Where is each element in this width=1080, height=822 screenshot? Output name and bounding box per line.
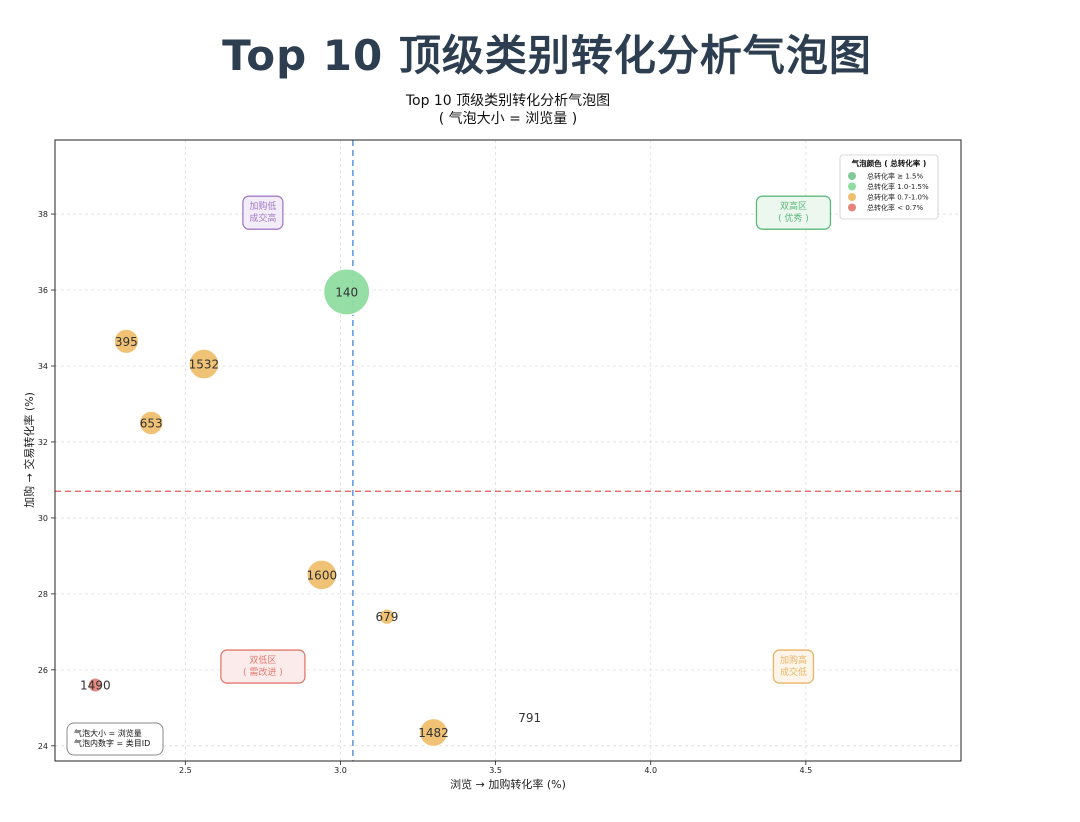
note-line: 气泡大小 = 浏览量 xyxy=(74,728,142,738)
x-tick-label: 2.5 xyxy=(179,766,192,775)
quadrant-label: 加购低 xyxy=(249,200,276,212)
legend-marker xyxy=(848,193,856,201)
y-tick-label: 28 xyxy=(38,590,48,599)
note-frame xyxy=(66,722,164,756)
bubble xyxy=(306,559,338,591)
quadrant-label: 双低区 xyxy=(249,654,276,666)
bubble-label: 791 xyxy=(518,711,541,725)
bubble-label: 653 xyxy=(140,416,163,430)
quadrant-label: 成交高 xyxy=(249,212,276,224)
quadrant-label: 双高区 xyxy=(780,200,807,212)
y-tick-label: 30 xyxy=(38,514,48,523)
quadrant-box xyxy=(220,649,306,684)
legend-item-label: 总转化率 0.7-1.0% xyxy=(867,193,929,202)
x-tick-label: 4.5 xyxy=(799,766,812,775)
y-axis-label: 加购 → 交易转化率 (%) xyxy=(22,392,36,508)
quadrant-box xyxy=(242,195,284,230)
bubble xyxy=(138,410,164,436)
y-axis-ticks: 24 26 28 30 32 34 36 38 xyxy=(38,210,55,751)
bubble-label: 679 xyxy=(376,610,399,624)
legend-item-label: 总转化率 < 0.7% xyxy=(867,203,923,212)
y-tick-label: 34 xyxy=(38,362,48,371)
bubble-label: 395 xyxy=(115,335,138,349)
x-axis-ticks: 2.5 3.0 3.5 4.0 4.5 xyxy=(179,761,812,775)
x-tick-label: 4.0 xyxy=(644,766,657,775)
x-tick-label: 3.5 xyxy=(489,766,502,775)
bubble xyxy=(113,328,140,355)
bubble xyxy=(87,677,104,693)
note-line: 气泡内数字 = 类目ID xyxy=(74,738,150,748)
chart-title: Top 10 顶级类别转化分析气泡图 xyxy=(405,93,610,109)
quadrant-box xyxy=(755,195,832,230)
chart-subtitle: ( 气泡大小 = 浏览量 ) xyxy=(439,111,577,127)
legend-title: 气泡颜色 ( 总转化率 ) xyxy=(851,158,927,168)
bubble xyxy=(188,348,220,380)
y-tick-label: 32 xyxy=(38,438,48,447)
quadrant-label: ( 优秀 ) xyxy=(778,212,809,224)
legend-frame xyxy=(839,154,939,220)
bubble xyxy=(418,717,449,748)
bubble-label: 1532 xyxy=(189,358,220,372)
quadrant-label: ( 需改进 ) xyxy=(243,666,283,678)
y-tick-label: 24 xyxy=(38,742,48,751)
bubbles: 140 395 1532 653 1600 679 1490 1482 791 xyxy=(80,268,541,748)
legend-marker xyxy=(848,182,856,191)
reference-lines xyxy=(55,140,961,761)
legend-marker xyxy=(848,172,856,180)
y-tick-label: 36 xyxy=(38,286,48,295)
legend-marker xyxy=(848,203,856,212)
grid-lines xyxy=(55,140,961,761)
bubble-label: 1600 xyxy=(307,568,338,582)
bubble-label: 1490 xyxy=(80,679,111,693)
x-axis-label: 浏览 → 加购转化率 (%) xyxy=(450,777,566,791)
legend: 气泡颜色 ( 总转化率 ) 总转化率 ≥ 1.5%总转化率 1.0-1.5% 总转化… xyxy=(839,154,939,220)
legend-item-label: 总转化率 ≥ 1.5% xyxy=(867,172,923,181)
quadrant-label: 成交低 xyxy=(780,666,807,678)
quadrant-box xyxy=(772,649,815,684)
bubble-label: 140 xyxy=(335,285,358,299)
x-tick-label: 3.0 xyxy=(334,766,347,775)
plot-frame xyxy=(54,139,962,762)
bubble xyxy=(323,268,371,316)
quadrant-label: 加购高 xyxy=(780,654,807,666)
page-title: Top 10 顶级类别转化分析气泡图 xyxy=(222,31,872,80)
y-tick-label: 38 xyxy=(38,210,48,219)
bubble xyxy=(378,608,396,625)
legend-item-label: 总转化率 1.0-1.5% xyxy=(867,182,929,191)
bubble-label: 1482 xyxy=(418,726,449,740)
y-tick-label: 26 xyxy=(38,666,48,675)
